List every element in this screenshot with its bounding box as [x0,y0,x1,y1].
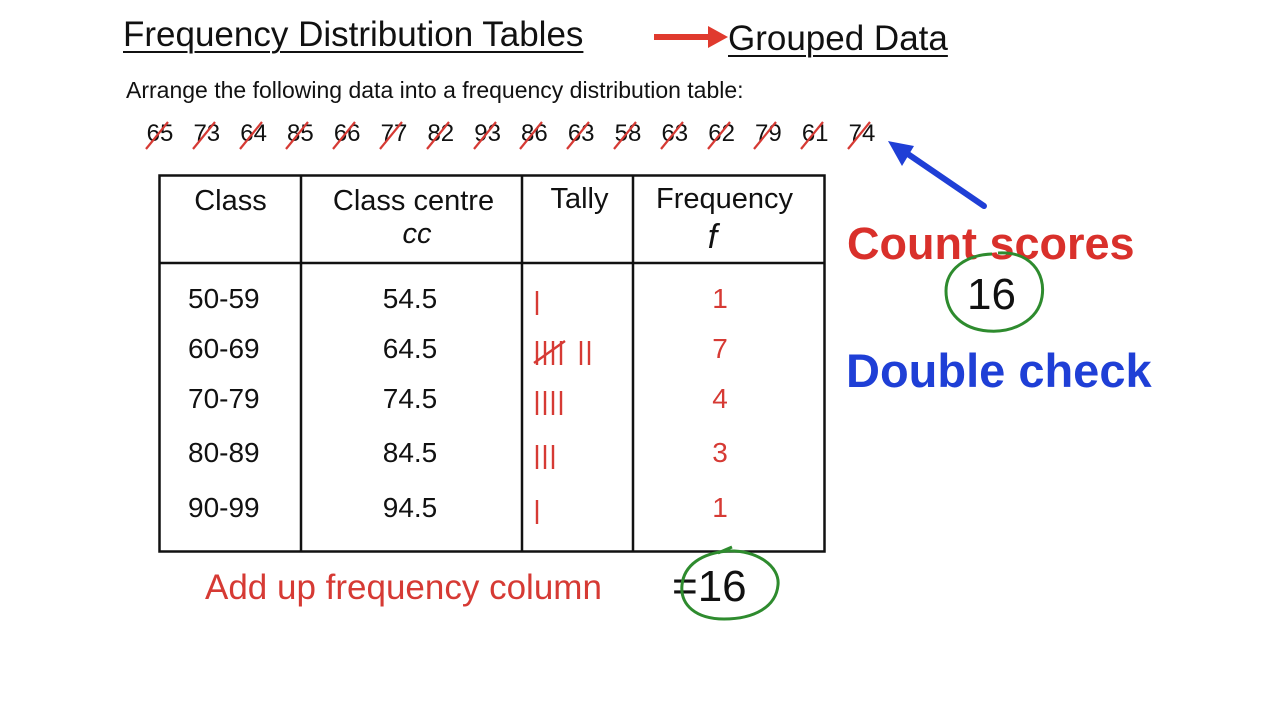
data-value: 82 [419,120,463,150]
strike-mark-icon [332,121,357,150]
class-interval-cell: 70-79 [188,383,260,414]
header-frequency-symbol: f [707,218,718,256]
data-value: 65 [138,120,182,150]
count-scores-value: 16 [967,270,1016,319]
table-grid [158,174,826,553]
class-centre-cell: 54.5 [382,283,438,314]
frequency-table [158,174,826,553]
strike-mark-icon [847,121,871,150]
data-value: 62 [700,120,744,150]
strike-mark-icon [425,121,450,150]
strike-mark-icon [519,121,544,150]
header-class: Class [194,185,267,217]
data-value: 79 [746,120,790,150]
tally-marks [535,391,563,415]
tally-marks [533,340,591,365]
tally-stroke [533,340,566,364]
data-value: 64 [232,120,276,150]
header-class-centre: Class centre [332,185,495,217]
red-arrow-icon [654,26,728,48]
frequency-cell: 1 [712,492,728,523]
data-value: 73 [185,120,229,150]
strike-mark-icon [706,121,731,150]
data-value: 58 [606,120,650,150]
strike-mark-icon [800,121,825,150]
frequency-cell: 7 [712,333,728,364]
double-check-label: Double check [846,344,1152,397]
blue-arrow-icon [888,141,987,209]
strike-mark-icon [472,121,497,150]
green-circle-sum [680,545,780,621]
header-frequency: Frequency [655,183,793,215]
tally-marks [535,291,539,315]
frequency-cell: 4 [712,383,728,414]
frequency-cell: 3 [712,437,728,468]
class-centre-cell: 74.5 [382,383,438,414]
count-scores-label: Count scores [847,218,1135,269]
data-value: 77 [372,120,416,150]
strike-mark-icon [566,121,591,150]
class-interval-cell: 60-69 [188,333,260,364]
header-class-centre-symbol: cc [402,218,432,250]
class-interval-cell: 50-59 [188,283,260,314]
class-interval-cell: 80-89 [188,437,260,468]
strike-mark-icon [145,121,169,150]
title-frequency-distribution-tables: Frequency Distribution Tables [123,15,584,54]
strike-mark-icon [379,121,403,150]
strike-mark-icon [659,121,684,150]
data-value: 74 [840,120,884,150]
strike-mark-icon [191,121,216,150]
data-values-row: 65736485667782938663586362796174 [138,120,898,154]
title-grouped-data: Grouped Data [728,19,948,58]
class-centre-cell: 94.5 [382,492,438,523]
strike-mark-icon [613,121,637,150]
data-value: 93 [466,120,510,150]
data-value: 61 [793,120,837,150]
data-value: 85 [278,120,322,150]
frequency-cell: 1 [712,283,728,314]
instruction-text: Arrange the following data into a freque… [126,77,744,103]
class-centre-cell: 84.5 [382,437,438,468]
class-centre-cell: 64.5 [382,333,438,364]
data-value: 86 [512,120,556,150]
data-value: 63 [653,120,697,150]
add-up-frequency-label: Add up frequency column [205,568,602,607]
strike-mark-icon [238,121,263,150]
tally-marks [535,445,555,469]
strike-mark-icon [753,121,778,150]
tally-marks [535,500,539,524]
class-interval-cell: 90-99 [188,492,260,523]
header-tally: Tally [550,183,609,215]
data-value: 66 [325,120,369,150]
green-circle-count [944,251,1045,333]
data-value: 63 [559,120,603,150]
strike-mark-icon [285,121,310,150]
